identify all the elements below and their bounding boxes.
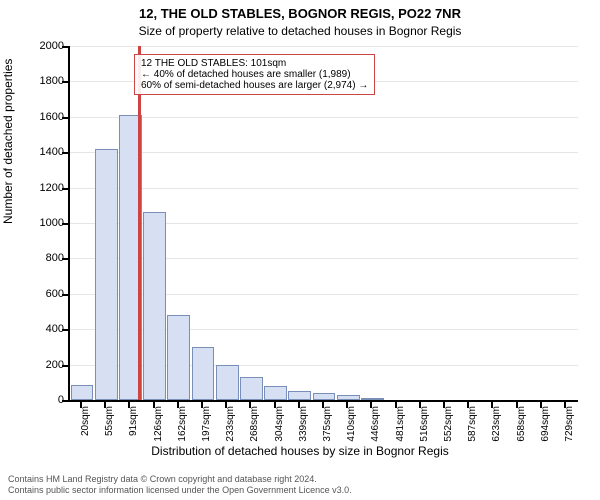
x-tick-label: 91sqm <box>128 406 139 446</box>
x-tick-label: 20sqm <box>80 406 91 446</box>
x-tick-label: 446sqm <box>370 406 381 446</box>
y-tick-mark <box>62 117 68 119</box>
bar <box>143 212 166 400</box>
y-tick-label: 1000 <box>24 217 64 229</box>
annotation-box: 12 THE OLD STABLES: 101sqm ← 40% of deta… <box>134 54 375 95</box>
gridline <box>70 46 578 47</box>
x-tick-label: 55sqm <box>104 406 115 446</box>
y-axis-label: Number of detached properties <box>1 59 15 224</box>
annotation-line-1: 12 THE OLD STABLES: 101sqm <box>141 58 368 69</box>
bar <box>240 377 263 400</box>
y-tick-mark <box>62 294 68 296</box>
y-tick-mark <box>62 46 68 48</box>
bar <box>71 385 94 400</box>
x-tick-label: 268sqm <box>249 406 260 446</box>
x-tick-label: 729sqm <box>564 406 575 446</box>
y-tick-label: 200 <box>24 359 64 371</box>
bar <box>264 386 287 400</box>
x-tick-label: 304sqm <box>274 406 285 446</box>
y-tick-label: 1600 <box>24 111 64 123</box>
gridline <box>70 188 578 189</box>
x-tick-label: 339sqm <box>298 406 309 446</box>
property-marker-line <box>138 46 141 400</box>
bar <box>216 365 239 400</box>
footer-line-1: Contains HM Land Registry data © Crown c… <box>8 474 592 485</box>
x-tick-label: 126sqm <box>153 406 164 446</box>
y-tick-mark <box>62 400 68 402</box>
bar <box>288 391 311 400</box>
gridline <box>70 117 578 118</box>
chart-title: 12, THE OLD STABLES, BOGNOR REGIS, PO22 … <box>0 6 600 21</box>
x-tick-label: 623sqm <box>491 406 502 446</box>
y-tick-label: 1200 <box>24 182 64 194</box>
y-tick-label: 2000 <box>24 40 64 52</box>
y-tick-mark <box>62 329 68 331</box>
x-tick-label: 481sqm <box>395 406 406 446</box>
x-tick-label: 552sqm <box>443 406 454 446</box>
y-tick-label: 800 <box>24 252 64 264</box>
y-tick-label: 1400 <box>24 146 64 158</box>
bar <box>337 395 360 400</box>
x-tick-label: 162sqm <box>177 406 188 446</box>
x-tick-label: 658sqm <box>516 406 527 446</box>
x-tick-label: 233sqm <box>225 406 236 446</box>
annotation-line-3: 60% of semi-detached houses are larger (… <box>141 80 368 91</box>
bar <box>313 393 336 400</box>
y-tick-mark <box>62 188 68 190</box>
y-tick-mark <box>62 81 68 83</box>
plot-area <box>68 46 578 402</box>
x-tick-label: 375sqm <box>322 406 333 446</box>
x-tick-label: 516sqm <box>419 406 430 446</box>
y-tick-mark <box>62 258 68 260</box>
y-tick-label: 1800 <box>24 75 64 87</box>
bar <box>361 398 384 400</box>
bar <box>192 347 215 400</box>
x-tick-label: 587sqm <box>467 406 478 446</box>
bar <box>167 315 190 400</box>
annotation-line-2: ← 40% of detached houses are smaller (1,… <box>141 69 368 80</box>
x-tick-label: 410sqm <box>346 406 357 446</box>
y-tick-label: 0 <box>24 394 64 406</box>
y-tick-mark <box>62 223 68 225</box>
y-tick-label: 400 <box>24 323 64 335</box>
y-tick-mark <box>62 152 68 154</box>
x-tick-label: 197sqm <box>201 406 212 446</box>
gridline <box>70 152 578 153</box>
x-axis-label: Distribution of detached houses by size … <box>0 444 600 458</box>
footer-line-2: Contains public sector information licen… <box>8 485 592 496</box>
y-tick-label: 600 <box>24 288 64 300</box>
bar <box>95 149 118 400</box>
y-tick-mark <box>62 365 68 367</box>
chart-subtitle: Size of property relative to detached ho… <box>0 24 600 38</box>
chart-container: 12, THE OLD STABLES, BOGNOR REGIS, PO22 … <box>0 0 600 500</box>
x-tick-label: 694sqm <box>540 406 551 446</box>
footer-attribution: Contains HM Land Registry data © Crown c… <box>8 474 592 496</box>
